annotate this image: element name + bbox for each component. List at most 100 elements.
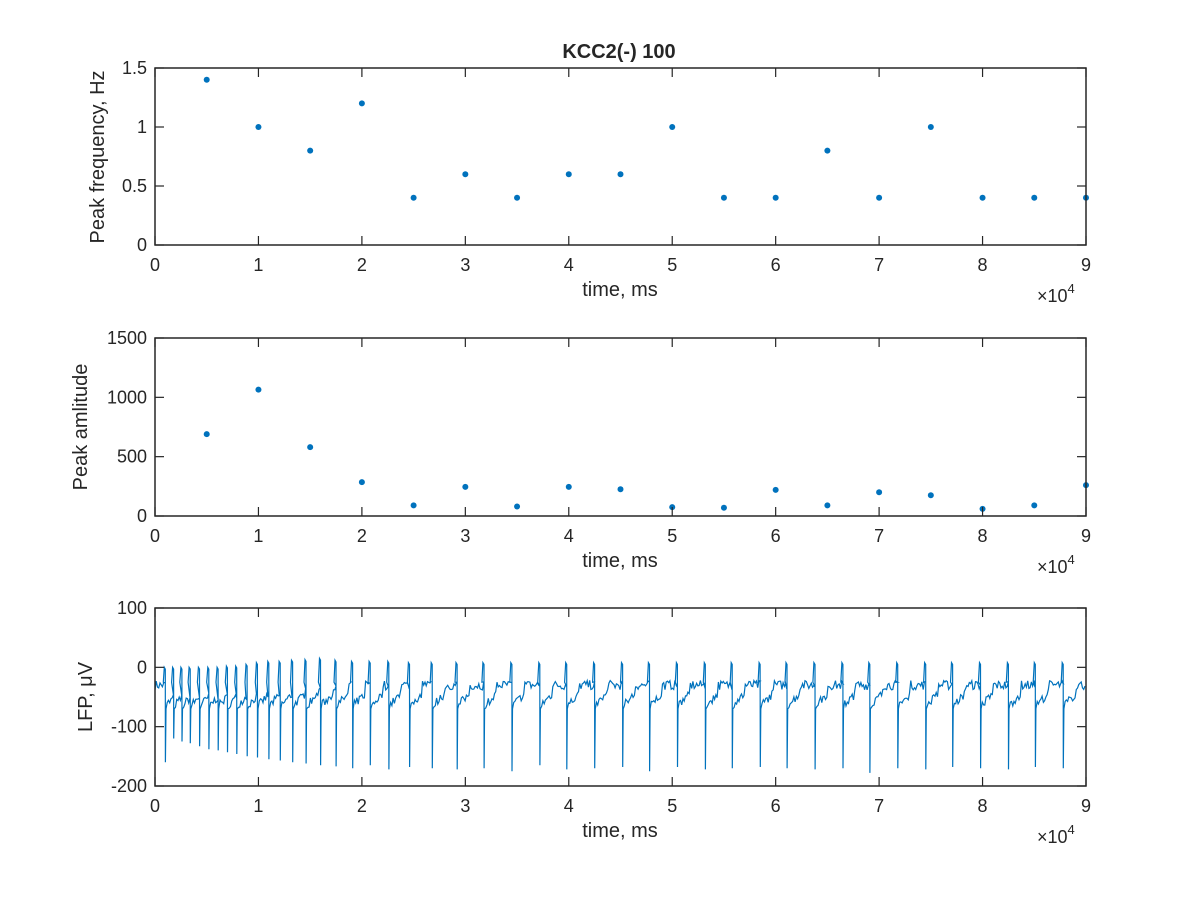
x-tick-label: 2 [357,796,367,816]
data-point [720,194,727,201]
axes-frame [154,607,1087,787]
x-tick-label: 5 [667,526,677,546]
y-tick-label: 1000 [107,387,147,407]
y-tick-label: -100 [111,717,147,737]
y-tick-label: 0.5 [122,176,147,196]
x-tick-label: 5 [667,796,677,816]
data-point [203,431,210,438]
panel-peak-amplitude: 0 1 2 3 4 5 6 7 8 9 0 500 1000 1500 time, ms Peak aml… [70,328,1091,577]
data-point [772,486,779,493]
data-point [824,502,831,509]
x-exponent-base: ×10 [1037,827,1068,847]
axes-frame [154,67,1087,246]
data-point [514,503,521,510]
data-point [617,171,624,178]
plot-area: 0 1 2 3 4 5 6 7 8 9 -200 -100 0 100 [111,598,1091,816]
data-point [410,194,417,201]
data-point [772,194,779,201]
data-point [565,171,572,178]
plot-area: 0 1 2 3 4 5 6 7 8 9 0 0.5 1 1.5 [122,58,1091,275]
x-tick-label: 6 [771,796,781,816]
data-point [514,194,521,201]
x-tick-label: 7 [874,526,884,546]
y-tick-label: 500 [117,447,147,467]
y-tick-label: 100 [117,598,147,618]
data-point [462,483,469,490]
data-point [462,171,469,178]
x-tick-label: 8 [978,796,988,816]
x-exponent-label: ×104 [1037,822,1075,847]
x-tick-label: 6 [771,255,781,275]
x-tick-label: 8 [978,255,988,275]
x-tick-label: 0 [150,526,160,546]
data-point [255,124,262,130]
axes-frame [154,337,1087,517]
x-tick-label: 0 [150,255,160,275]
data-point [927,492,934,499]
x-tick-label: 1 [253,796,263,816]
data-point [358,479,365,486]
data-point [307,147,314,154]
y-tick-label: 1.5 [122,58,147,78]
data-point [927,124,934,130]
x-exponent-base: ×10 [1037,557,1068,577]
x-tick-label: 1 [253,255,263,275]
x-tick-label: 3 [460,796,470,816]
x-tick-label: 2 [357,526,367,546]
y-tick-label: 0 [137,235,147,255]
x-exponent-base: ×10 [1037,286,1068,306]
data-point [876,489,883,496]
data-point [1031,502,1038,509]
x-tick-label: 5 [667,255,677,275]
data-point [669,124,676,130]
x-tick-label: 4 [564,255,574,275]
x-tick-label: 0 [150,796,160,816]
y-tick-label: 0 [137,657,147,677]
data-point [876,194,883,201]
x-axis-label: time, ms [582,820,658,842]
x-tick-label: 7 [874,255,884,275]
x-tick-label: 4 [564,796,574,816]
x-exponent-power: 4 [1068,822,1075,837]
data-point [358,100,365,107]
x-tick-label: 3 [460,255,470,275]
data-point [1031,194,1038,201]
x-tick-label: 1 [253,526,263,546]
x-exponent-label: ×104 [1037,281,1075,306]
data-point [617,486,624,493]
x-tick-label: 6 [771,526,781,546]
plot-area: 0 1 2 3 4 5 6 7 8 9 0 500 1000 1500 [107,328,1091,546]
y-tick-label: 1500 [107,328,147,348]
x-exponent-label: ×104 [1037,552,1075,577]
y-tick-label: -200 [111,776,147,796]
y-tick-label: 0 [137,506,147,526]
data-point [410,502,417,509]
x-exponent-power: 4 [1068,552,1075,567]
y-axis-label: LFP, μV [75,661,97,732]
x-tick-label: 7 [874,796,884,816]
data-point [307,444,314,451]
x-tick-label: 9 [1081,255,1091,275]
x-axis-label: time, ms [582,279,658,301]
x-tick-label: 8 [978,526,988,546]
panel-peak-frequency: KCC2(-) 100 0 1 2 3 4 5 6 7 8 900.511.5 time, ms … [87,41,1091,306]
chart-title: KCC2(-) 100 [562,41,675,63]
data-point [565,483,572,490]
x-axis-label: time, ms [582,550,658,572]
lfp-trace-line [154,656,1086,773]
x-exponent-power: 4 [1068,281,1075,296]
x-tick-label: 2 [357,255,367,275]
y-axis-label: Peak frequency, Hz [87,70,109,243]
x-tick-label: 9 [1081,526,1091,546]
data-point [255,386,262,393]
x-tick-label: 4 [564,526,574,546]
data-point [203,76,210,83]
y-axis-label: Peak amlitude [70,364,92,491]
x-tick-label: 3 [460,526,470,546]
y-tick-label: 1 [137,117,147,137]
data-point [824,147,831,154]
data-point [720,504,727,511]
